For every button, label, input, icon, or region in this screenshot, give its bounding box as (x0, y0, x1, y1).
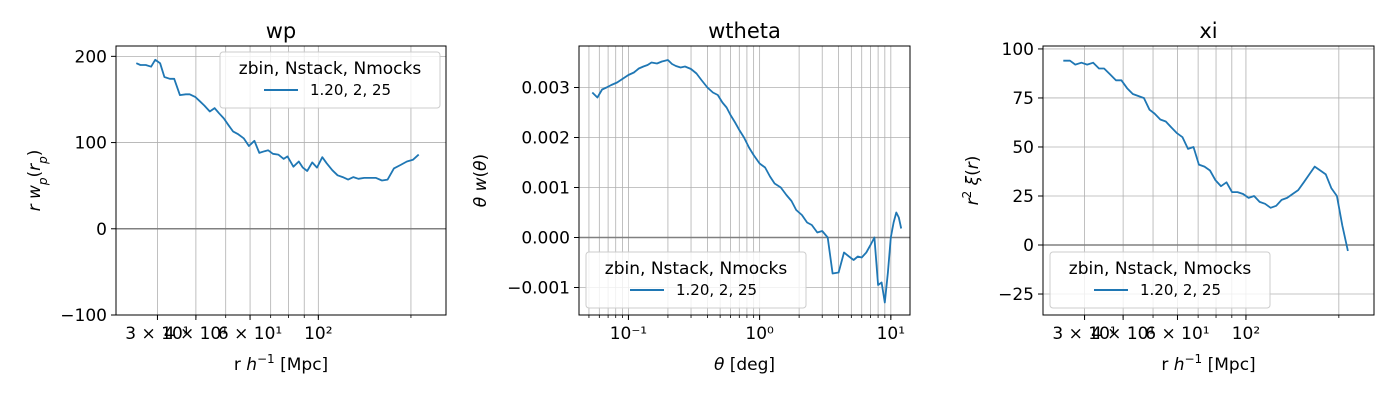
x-axis-label: r h−1 [Mpc] (1161, 352, 1255, 375)
legend-title: zbin, Nstack, Nmocks (239, 59, 422, 79)
y-axis-label: r2 ξ(r) (960, 156, 983, 206)
y-tick-label: 0 (96, 220, 107, 240)
x-tick-label: 10⁰ (745, 324, 774, 344)
chart-title: wp (266, 19, 297, 43)
axes-frame (115, 45, 447, 316)
y-axis: −25 0 25 50 75 100 (998, 40, 1043, 305)
x-tick-label: 10² (304, 324, 332, 344)
chart-panel-wtheta: 10⁻¹ 10⁰ 10¹ −0.001 0.000 0.001 0.002 0.003 wthe… (471, 19, 911, 375)
y-tick-label: 200 (75, 47, 107, 67)
x-tick-label: 10⁻¹ (610, 324, 647, 344)
legend-box (219, 51, 441, 109)
y-tick-label: 0 (1023, 236, 1034, 256)
y-tick-label: 100 (1002, 40, 1034, 60)
y-axis-label: r wp(rp) (25, 150, 50, 212)
axes-frame (1042, 45, 1375, 316)
x-tick-label: 10¹ (877, 324, 905, 344)
legend: zbin, Nstack, Nmocks 1.20, 2, 25 (219, 51, 441, 109)
y-tick-label: 0.000 (521, 229, 570, 249)
x-tick-label: 6 × 10¹ (218, 324, 282, 344)
x-tick-label: 4 × 10¹ (1091, 324, 1155, 344)
y-tick-label: 25 (1012, 187, 1034, 207)
y-tick-label: 100 (75, 134, 107, 154)
x-tick-label: 6 × 10¹ (1145, 324, 1209, 344)
y-axis: −0.001 0.000 0.001 0.002 0.003 (507, 79, 579, 299)
legend-title: zbin, Nstack, Nmocks (605, 259, 788, 279)
y-tick-label: 75 (1012, 89, 1034, 109)
y-tick-label: 0.001 (521, 179, 570, 199)
legend: zbin, Nstack, Nmocks 1.20, 2, 25 (1049, 251, 1271, 309)
y-tick-label: −0.001 (507, 279, 570, 299)
legend: zbin, Nstack, Nmocks 1.20, 2, 25 (585, 251, 807, 309)
y-axis-label: θ w(θ) (471, 154, 491, 207)
chart-title: xi (1199, 19, 1217, 43)
x-axis-label: r h−1 [Mpc] (234, 352, 328, 375)
legend-entry: 1.20, 2, 25 (1140, 281, 1221, 299)
x-tick-label: 4 × 10¹ (164, 324, 228, 344)
y-tick-label: −25 (998, 285, 1034, 305)
series-line (591, 59, 903, 304)
chart-title: wtheta (708, 19, 781, 43)
y-tick-label: 0.002 (521, 129, 570, 149)
legend-entry: 1.20, 2, 25 (676, 281, 757, 299)
y-tick-label: 0.003 (521, 79, 570, 99)
x-tick-label: 3 × 10¹ (1052, 324, 1116, 344)
x-tick-label: 3 × 10¹ (125, 324, 189, 344)
series-line (135, 58, 420, 182)
legend-box (1049, 251, 1271, 309)
series-line (1063, 59, 1349, 252)
axes-frame (578, 45, 911, 316)
y-tick-label: −100 (60, 306, 107, 326)
legend-box (585, 251, 807, 309)
legend-title: zbin, Nstack, Nmocks (1069, 259, 1252, 279)
legend-entry: 1.20, 2, 25 (310, 81, 391, 99)
y-tick-label: 50 (1012, 138, 1034, 158)
x-axis-label: θ [deg] (714, 355, 775, 375)
y-axis: −100 0 100 200 (60, 47, 116, 326)
x-axis: 10⁻¹ 10⁰ 10¹ (588, 315, 905, 344)
x-tick-label: 10² (1232, 324, 1260, 344)
